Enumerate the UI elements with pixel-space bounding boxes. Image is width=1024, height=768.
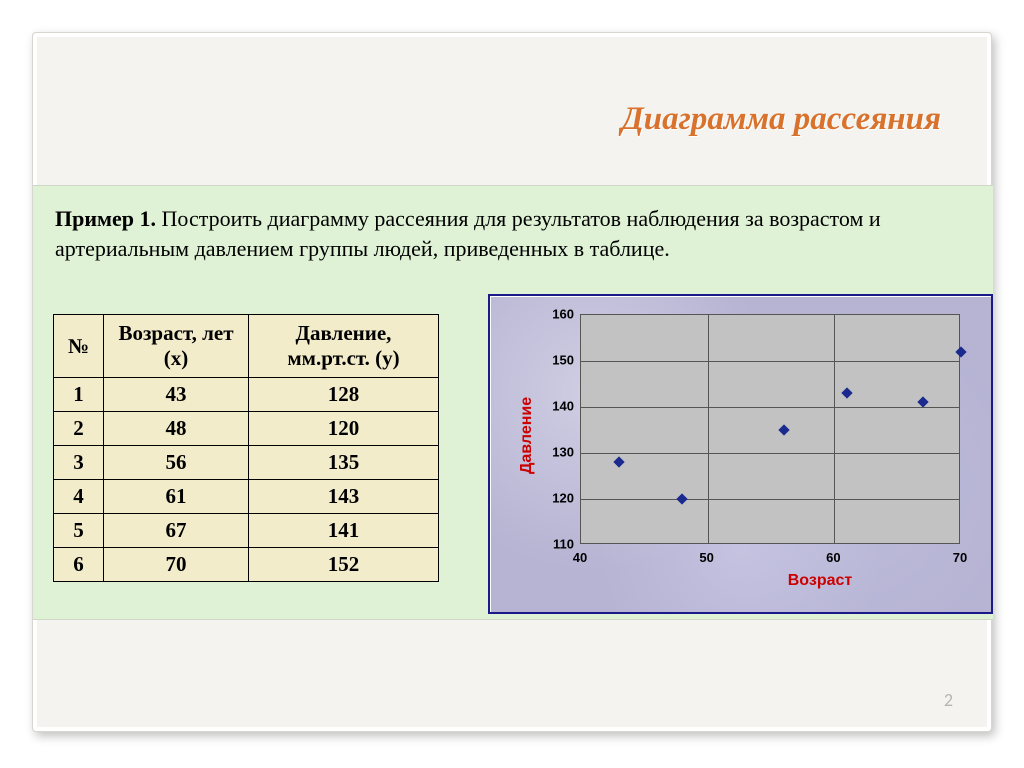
data-point [677,493,688,504]
table-cell: 135 [249,446,439,480]
grid-line [581,499,959,500]
y-tick-label: 120 [544,491,574,506]
table-cell: 43 [104,378,249,412]
data-point [613,457,624,468]
table-cell: 70 [104,548,249,582]
table-cell: 128 [249,378,439,412]
table-cell: 2 [54,412,104,446]
example-paragraph: Пример 1. Построить диаграмму рассеяния … [55,204,965,263]
x-axis-label: Возраст [760,572,880,590]
slide-frame: Диаграмма рассеяния Пример 1. Построить … [32,32,992,732]
y-tick-label: 140 [544,399,574,414]
data-point [841,388,852,399]
table-cell: 120 [249,412,439,446]
scatter-chart: Давление Возраст 11012013014015016040506… [488,294,993,614]
table-row: 461143 [54,480,439,514]
table-cell: 56 [104,446,249,480]
table-row: 670152 [54,548,439,582]
grid-line [708,315,709,543]
table-header: № [54,315,104,378]
slide-title: Диаграмма рассеяния [621,101,941,138]
table-cell: 3 [54,446,104,480]
data-point [778,424,789,435]
example-body: Построить диаграмму рассеяния для резуль… [55,206,881,261]
x-tick-label: 70 [945,550,975,565]
table-cell: 6 [54,548,104,582]
table-row: 248120 [54,412,439,446]
table-cell: 143 [249,480,439,514]
example-label: Пример 1. [55,206,156,231]
x-tick-label: 40 [565,550,595,565]
table-cell: 1 [54,378,104,412]
table-row: 567141 [54,514,439,548]
page-number: 2 [944,689,953,711]
table-header: Давление, мм.рт.ст. (y) [249,315,439,378]
data-table: №Возраст, лет (x)Давление, мм.рт.ст. (y)… [53,314,439,582]
grid-line [581,453,959,454]
x-tick-label: 60 [818,550,848,565]
table-cell: 152 [249,548,439,582]
y-tick-label: 160 [544,307,574,322]
grid-line [581,407,959,408]
table-cell: 141 [249,514,439,548]
table-cell: 5 [54,514,104,548]
table-row: 143128 [54,378,439,412]
table-header: Возраст, лет (x) [104,315,249,378]
y-axis-label: Давление [518,397,536,474]
y-tick-label: 130 [544,445,574,460]
x-tick-label: 50 [692,550,722,565]
plot-area [580,314,960,544]
content-area: Пример 1. Построить диаграмму рассеяния … [33,185,993,620]
data-point [955,346,966,357]
grid-line [581,361,959,362]
table-cell: 48 [104,412,249,446]
grid-line [834,315,835,543]
y-tick-label: 150 [544,353,574,368]
table-cell: 61 [104,480,249,514]
table-cell: 67 [104,514,249,548]
table-row: 356135 [54,446,439,480]
table-cell: 4 [54,480,104,514]
